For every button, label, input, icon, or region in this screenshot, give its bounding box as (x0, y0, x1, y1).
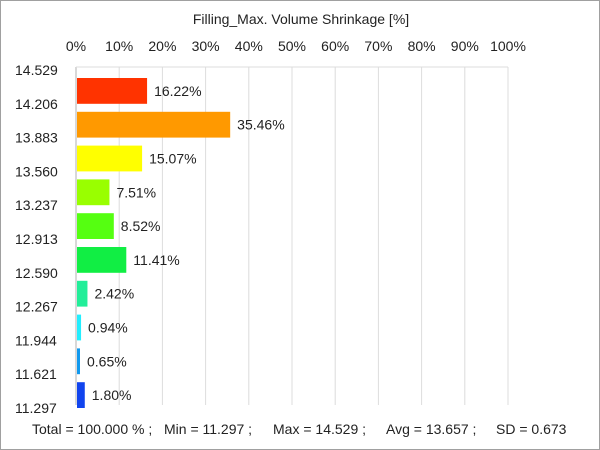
bar (77, 314, 82, 341)
bar-data-label: 35.46% (237, 117, 284, 133)
bar (77, 382, 85, 408)
x-tick-label: 50% (278, 38, 306, 54)
y-tick-label: 13.237 (15, 197, 58, 213)
bar-data-label: 16.22% (154, 83, 201, 99)
bar (77, 145, 143, 172)
y-tick-label: 13.560 (15, 163, 58, 179)
y-tick-label: 12.590 (15, 265, 58, 281)
bar (77, 213, 114, 239)
bar-data-label: 2.42% (94, 286, 134, 302)
y-tick-label: 11.621 (15, 366, 57, 382)
x-tick-label: 90% (451, 38, 479, 54)
x-tick-label: 70% (364, 38, 392, 54)
stat-total: Total = 100.000 % ; (32, 421, 153, 437)
chart-svg: Filling_Max. Volume Shrinkage [%] 0% 10% 2… (15, 11, 526, 416)
x-tick-label: 60% (321, 38, 349, 54)
y-tick-label: 11.944 (15, 332, 57, 348)
bar-data-label: 15.07% (149, 151, 196, 167)
bar-group (77, 78, 231, 408)
stat-min: Min = 11.297 ; (164, 421, 253, 437)
bar-label-group: 16.22% 35.46% 15.07% 7.51% 8.52% 11.41% 2.42% 0… (87, 83, 285, 403)
stat-avg: Avg = 13.657 ; (386, 421, 477, 437)
bar (77, 280, 88, 307)
bar-data-label: 11.41% (133, 252, 179, 268)
x-tick-label: 0% (66, 38, 86, 54)
bar-data-label: 0.65% (87, 353, 127, 369)
x-tick-label: 100% (490, 38, 526, 54)
stats-footer: Total = 100.000 % ; Min = 11.297 ; Max =… (1, 421, 600, 443)
stat-sd: SD = 0.673 (496, 421, 567, 437)
y-tick-label: 14.206 (15, 96, 58, 112)
bar-data-label: 8.52% (121, 218, 161, 234)
bar (77, 348, 80, 375)
bar (77, 111, 231, 138)
bar (77, 78, 148, 104)
bar (77, 179, 110, 206)
y-tick-label: 14.529 (15, 62, 58, 78)
x-tick-label: 80% (408, 38, 436, 54)
y-tick-label: 13.883 (15, 130, 58, 146)
stat-max: Max = 14.529 ; (273, 421, 367, 437)
x-tick-label: 10% (105, 38, 133, 54)
bar (77, 247, 127, 273)
x-tick-label: 30% (192, 38, 220, 54)
chart-title: Filling_Max. Volume Shrinkage [%] (193, 11, 409, 27)
x-tick-labels: 0% 10% 20% 30% 40% 50% 60% 70% 80% 90% 100% (66, 38, 526, 54)
x-tick-label: 40% (235, 38, 263, 54)
y-tick-labels: 14.529 14.206 13.883 13.560 13.237 12.913 12.5… (15, 62, 58, 416)
bar-data-label: 7.51% (116, 184, 156, 200)
x-tick-label: 20% (148, 38, 176, 54)
y-tick-label: 12.913 (15, 231, 58, 247)
y-tick-label: 11.297 (15, 400, 57, 416)
y-tick-label: 12.267 (15, 299, 58, 315)
bar-data-label: 0.94% (88, 320, 128, 336)
bar-data-label: 1.80% (92, 387, 132, 403)
